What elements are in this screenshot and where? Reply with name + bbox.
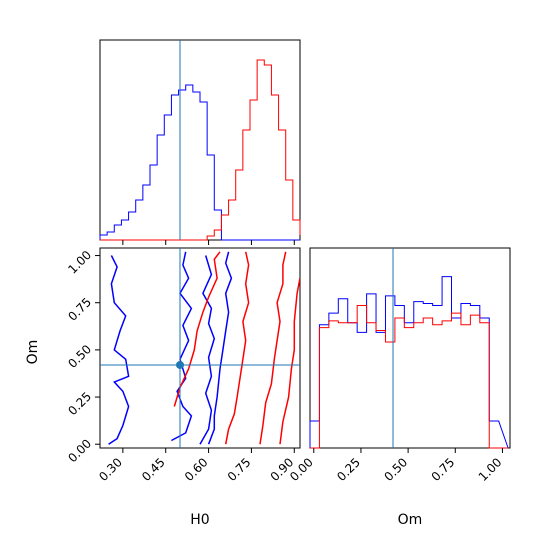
contour-red-line-1 [224, 251, 250, 445]
contour-blue-line-2 [199, 255, 216, 445]
om-histogram-frame [309, 247, 511, 449]
omhist-xticks-label-2: 0.50 [381, 455, 410, 484]
x-axis-label-h0: H0 [190, 512, 209, 528]
om-histogram-panel: 0.00 0.25 0.50 0.75 1.00 [287, 247, 511, 484]
contour-red-line-3 [279, 278, 300, 445]
contour-red-line-2 [259, 251, 287, 445]
c2d-xticks-label-0: 0.30 [96, 455, 125, 484]
contour-y-ticks: 0.00 0.25 0.50 0.75 1.00 [65, 248, 100, 465]
c2d-yticks-label-0: 0.00 [65, 436, 94, 465]
h0-om-contour-panel: 0.30 0.45 0.60 0.75 0.90 0.000.250.500.751.0… [65, 247, 301, 484]
om-histogram-blue-series [309, 276, 509, 449]
contour-blue-line-1 [171, 251, 193, 442]
contour-truth-point [176, 360, 184, 369]
c2d-yticks-label-3: 0.75 [65, 295, 94, 324]
y-axis-label-om: Om [25, 340, 41, 365]
c2d-xticks-label-3: 0.75 [225, 455, 254, 484]
contour-blue-line-0 [108, 255, 130, 445]
h0-histogram-ticks [122, 240, 295, 245]
c2d-xticks-label-1: 0.45 [139, 455, 168, 484]
om-histogram-x-ticks: 0.00 0.25 0.50 0.75 1.00 [287, 448, 505, 484]
c2d-yticks-label-1: 0.25 [65, 389, 94, 418]
contour-lines [108, 251, 300, 445]
c2d-yticks-label-2: 0.50 [65, 342, 94, 371]
omhist-xticks-label-4: 1.00 [476, 455, 505, 484]
contour-frame [99, 247, 301, 449]
omhist-xticks-label-0: 0.00 [287, 455, 316, 484]
omhist-xticks-label-1: 0.25 [334, 455, 363, 484]
h0-histogram-frame [99, 39, 301, 241]
x-axis-label-om: Om [398, 512, 423, 528]
h0-histogram-red-series [100, 59, 301, 241]
c2d-yticks-label-4: 1.00 [65, 248, 94, 277]
c2d-xticks-label-2: 0.60 [182, 455, 211, 484]
contour-red-line-0 [173, 251, 221, 407]
contour-x-ticks: 0.30 0.45 0.60 0.75 0.90 [96, 448, 296, 484]
omhist-xticks-label-3: 0.75 [429, 455, 458, 484]
h0-histogram-blue-series [99, 84, 300, 241]
contour-blue-line-3 [207, 251, 233, 445]
h0-histogram-panel [99, 39, 301, 245]
om-histogram-red-series [310, 304, 509, 449]
